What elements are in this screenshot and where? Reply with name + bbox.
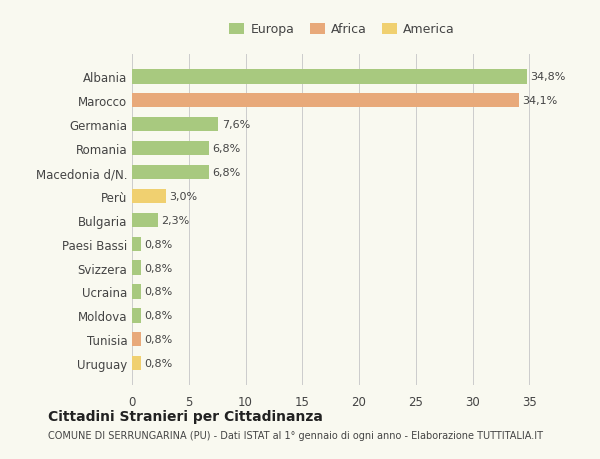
Bar <box>132 70 527 84</box>
Bar <box>132 213 158 228</box>
Bar <box>132 356 141 370</box>
Text: 6,8%: 6,8% <box>212 144 241 154</box>
Text: 6,8%: 6,8% <box>212 168 241 178</box>
Bar <box>132 189 166 204</box>
Bar <box>132 285 141 299</box>
Text: 0,8%: 0,8% <box>145 335 173 345</box>
Text: 0,8%: 0,8% <box>145 287 173 297</box>
Text: Cittadini Stranieri per Cittadinanza: Cittadini Stranieri per Cittadinanza <box>48 409 323 423</box>
Bar <box>132 261 141 275</box>
Text: 0,8%: 0,8% <box>145 311 173 321</box>
Text: 0,8%: 0,8% <box>145 358 173 369</box>
Text: 2,3%: 2,3% <box>161 215 190 225</box>
Text: COMUNE DI SERRUNGARINA (PU) - Dati ISTAT al 1° gennaio di ogni anno - Elaborazio: COMUNE DI SERRUNGARINA (PU) - Dati ISTAT… <box>48 431 543 440</box>
Text: 34,1%: 34,1% <box>523 96 558 106</box>
Text: 7,6%: 7,6% <box>221 120 250 130</box>
Text: 0,8%: 0,8% <box>145 239 173 249</box>
Text: 34,8%: 34,8% <box>530 72 566 82</box>
Bar <box>132 308 141 323</box>
Bar <box>132 332 141 347</box>
Bar <box>132 118 218 132</box>
Text: 3,0%: 3,0% <box>169 191 197 202</box>
Text: 0,8%: 0,8% <box>145 263 173 273</box>
Bar <box>132 94 519 108</box>
Bar <box>132 166 209 180</box>
Legend: Europa, Africa, America: Europa, Africa, America <box>224 18 460 41</box>
Bar <box>132 142 209 156</box>
Bar <box>132 237 141 252</box>
